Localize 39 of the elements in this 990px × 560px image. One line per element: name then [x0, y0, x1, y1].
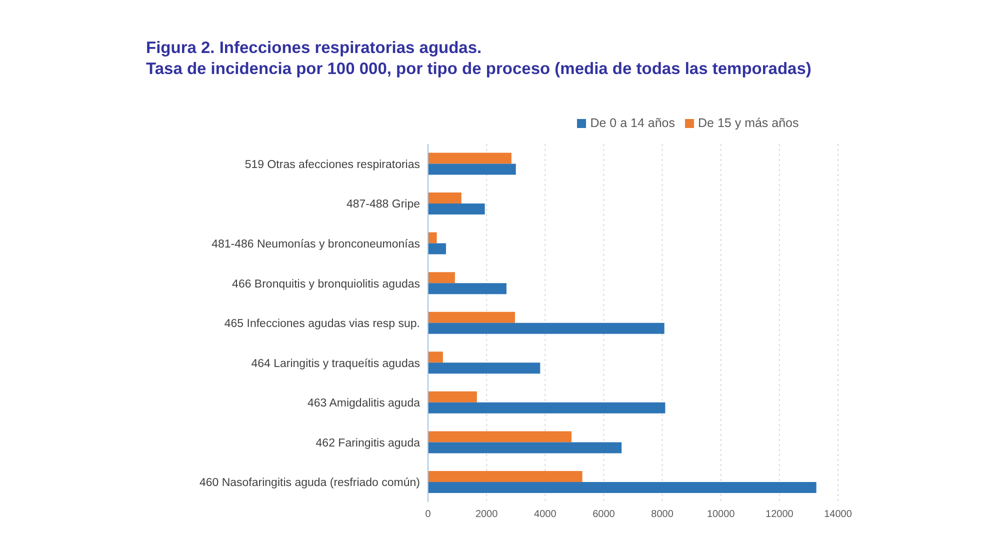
- x-tick-label: 4000: [534, 509, 557, 520]
- chart-subtitle: Tasa de incidencia por 100 000, por tipo de proceso (media de todas las temporadas): [146, 59, 812, 80]
- x-tick-label: 2000: [475, 509, 498, 520]
- legend-label: De 15 y más años: [698, 116, 799, 130]
- y-tick-label: 460 Nasofaringitis aguda (resfriado común): [199, 477, 420, 490]
- y-tick-label: 463 Amigdalitis aguda: [307, 398, 421, 410]
- y-tick-label: 519 Otras afecciones respiratorias: [244, 158, 420, 171]
- bar: [428, 391, 477, 402]
- bar: [428, 442, 622, 454]
- bar: [428, 402, 666, 414]
- x-tick-label: 12000: [766, 509, 794, 520]
- bar: [428, 322, 664, 334]
- y-tick-label: 487-488 Gripe: [346, 198, 420, 211]
- bar: [428, 470, 582, 482]
- y-tick-label: 466 Bronquitis y bronquiolitis agudas: [232, 278, 420, 290]
- bar: [428, 352, 443, 363]
- bar: [428, 204, 485, 215]
- bar: [428, 312, 515, 323]
- bar: [428, 152, 512, 164]
- bar: [428, 431, 572, 442]
- x-tick-label: 8000: [651, 509, 674, 520]
- chart-title: Figura 2. Infecciones respiratorias agudas.: [146, 38, 483, 59]
- bar: [428, 362, 540, 374]
- x-tick-label: 0: [425, 509, 432, 520]
- y-tick-label: 462 Faringitis aguda: [316, 437, 421, 450]
- bar: [428, 482, 816, 493]
- bar: [428, 272, 455, 284]
- x-tick-label: 10000: [706, 509, 736, 520]
- bar: [428, 232, 437, 244]
- bar: [428, 164, 516, 175]
- y-tick-label: 465 Infecciones agudas vias resp sup.: [224, 318, 420, 330]
- x-tick-label: 14000: [824, 509, 852, 520]
- y-tick-label: 464 Laringitis y traqueítis agudas: [251, 358, 420, 370]
- bar: [428, 283, 506, 294]
- y-tick-label: 481-486 Neumonías y bronconeumonías: [212, 238, 420, 251]
- bar: [428, 192, 462, 204]
- legend-label: De 0 a 14 años: [590, 116, 676, 130]
- x-tick-label: 6000: [592, 509, 616, 520]
- bar: [428, 243, 446, 254]
